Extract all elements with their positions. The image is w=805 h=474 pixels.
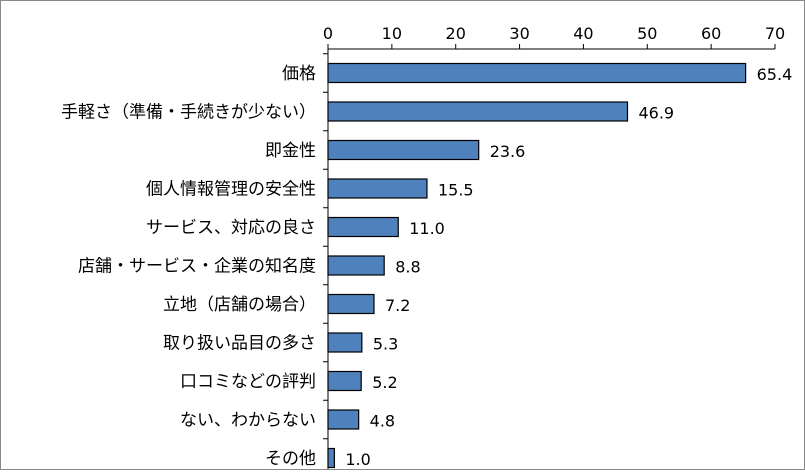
- data-label: 1.0: [345, 450, 370, 469]
- x-tick-label: 50: [637, 24, 657, 43]
- data-label: 5.2: [372, 373, 397, 392]
- category-label: 取り扱い品目の多さ: [163, 334, 316, 354]
- data-label: 23.6: [490, 142, 526, 161]
- data-label: 11.0: [409, 219, 445, 238]
- x-tick-label: 0: [323, 24, 333, 43]
- category-label: 即金性: [265, 141, 316, 161]
- data-label: 46.9: [638, 104, 674, 123]
- x-tick-label: 70: [765, 24, 785, 43]
- data-label: 7.2: [385, 296, 410, 315]
- x-tick-label: 60: [701, 24, 721, 43]
- x-tick-label: 10: [382, 24, 402, 43]
- x-tick-label: 30: [509, 24, 529, 43]
- bar: [327, 409, 360, 430]
- x-axis-ticks: 0 10 20 30 40 50 60 70: [323, 24, 785, 49]
- bar: [327, 101, 629, 122]
- bar: [327, 139, 480, 161]
- category-label: 個人情報管理の安全性: [146, 180, 316, 200]
- category-label: 店舗・サービス・企業の知名度: [78, 257, 316, 277]
- bars: [327, 62, 747, 469]
- data-label: 15.5: [438, 181, 474, 200]
- data-label: 65.4: [757, 65, 793, 84]
- category-label: 口コミなどの評判: [180, 372, 316, 392]
- value-labels: 65.4 46.9 23.6 15.5 11.0 8.8 7.2 5.3 5.2 4.81.0: [345, 65, 792, 469]
- bar: [327, 178, 428, 199]
- bar: [327, 332, 363, 353]
- bar: [327, 447, 335, 469]
- bar: [327, 370, 362, 392]
- data-label: 8.8: [395, 258, 420, 277]
- x-tick-label: 40: [573, 24, 593, 43]
- category-label: 立地（店舗の場合）: [163, 295, 316, 315]
- category-label: その他: [265, 449, 316, 469]
- category-label: サービス、対応の良さ: [146, 218, 316, 238]
- category-label: 価格: [282, 64, 316, 84]
- x-tick-label: 20: [446, 24, 466, 43]
- bar: [327, 216, 399, 238]
- category-label: ない、わからない: [180, 411, 316, 431]
- bar: [327, 293, 375, 315]
- data-label: 4.8: [370, 412, 395, 431]
- bar: [327, 255, 385, 276]
- category-label: 手軽さ（準備・手続きが少ない）: [61, 103, 316, 123]
- bar: [327, 62, 747, 84]
- data-label: 5.3: [373, 335, 398, 354]
